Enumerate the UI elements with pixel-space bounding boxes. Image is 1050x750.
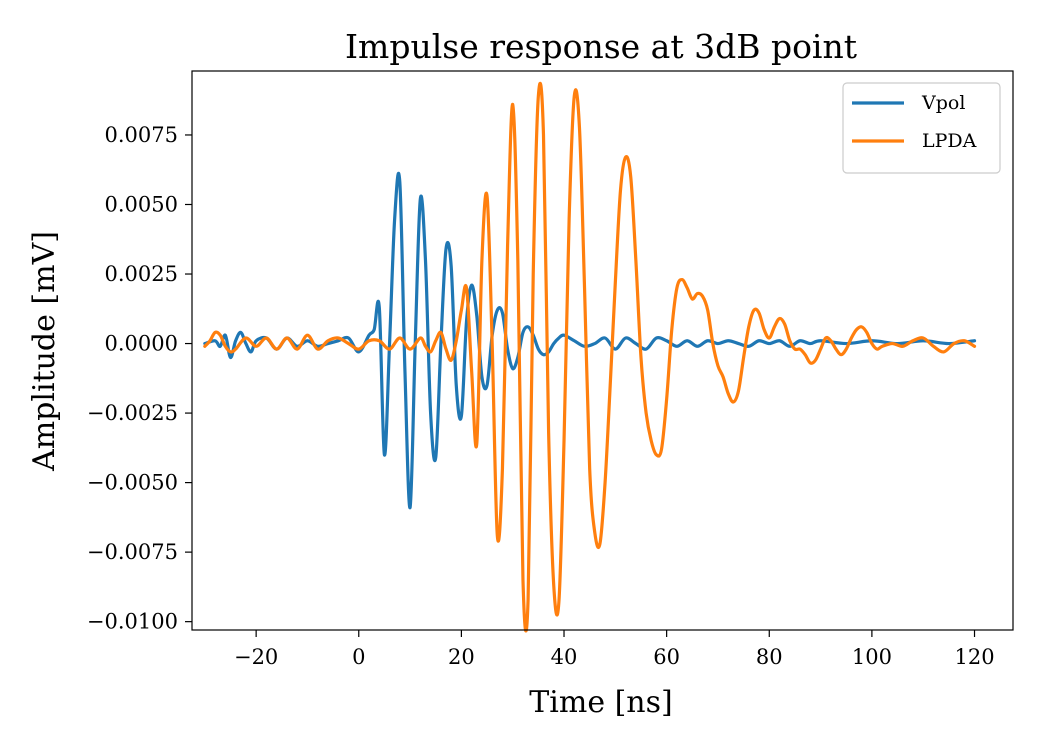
y-tick-label: −0.0075 [87, 540, 178, 564]
x-tick-label: 40 [551, 645, 578, 669]
series-layer [203, 81, 977, 633]
x-axis: −20 0 20 40 60 80 100 120 [234, 630, 995, 669]
x-tick-label: −20 [234, 645, 278, 669]
y-tick-label: −0.0100 [87, 610, 178, 634]
x-tick-label: 60 [653, 645, 680, 669]
y-tick-label: 0.0050 [105, 192, 178, 216]
x-axis-label: Time [ns] [529, 685, 672, 720]
plot-frame [191, 70, 1014, 631]
y-tick-label: −0.0025 [87, 401, 178, 425]
x-tick-label: 100 [852, 645, 892, 669]
y-tick-label: −0.0050 [87, 471, 178, 495]
legend: Vpol LPDA [842, 82, 1001, 174]
legend-box [842, 82, 1001, 174]
legend-label-vpol: Vpol [921, 92, 965, 114]
y-tick-label: 0.0075 [105, 123, 178, 147]
y-axis-label: Amplitude [mV] [27, 231, 62, 472]
x-tick-label: 0 [352, 645, 365, 669]
legend-label-lpda: LPDA [922, 130, 977, 152]
y-tick-label: 0.0000 [105, 332, 178, 356]
y-tick-label: 0.0025 [105, 262, 178, 286]
x-tick-label: 20 [448, 645, 475, 669]
x-tick-label: 120 [954, 645, 994, 669]
x-tick-label: 80 [756, 645, 783, 669]
y-axis: 0.0075 0.0050 0.0025 0.0000 −0.0025 −0.0050 −0… [87, 123, 192, 634]
series-line-lpda [203, 81, 977, 633]
chart-title: Impulse response at 3dB point [345, 27, 857, 66]
